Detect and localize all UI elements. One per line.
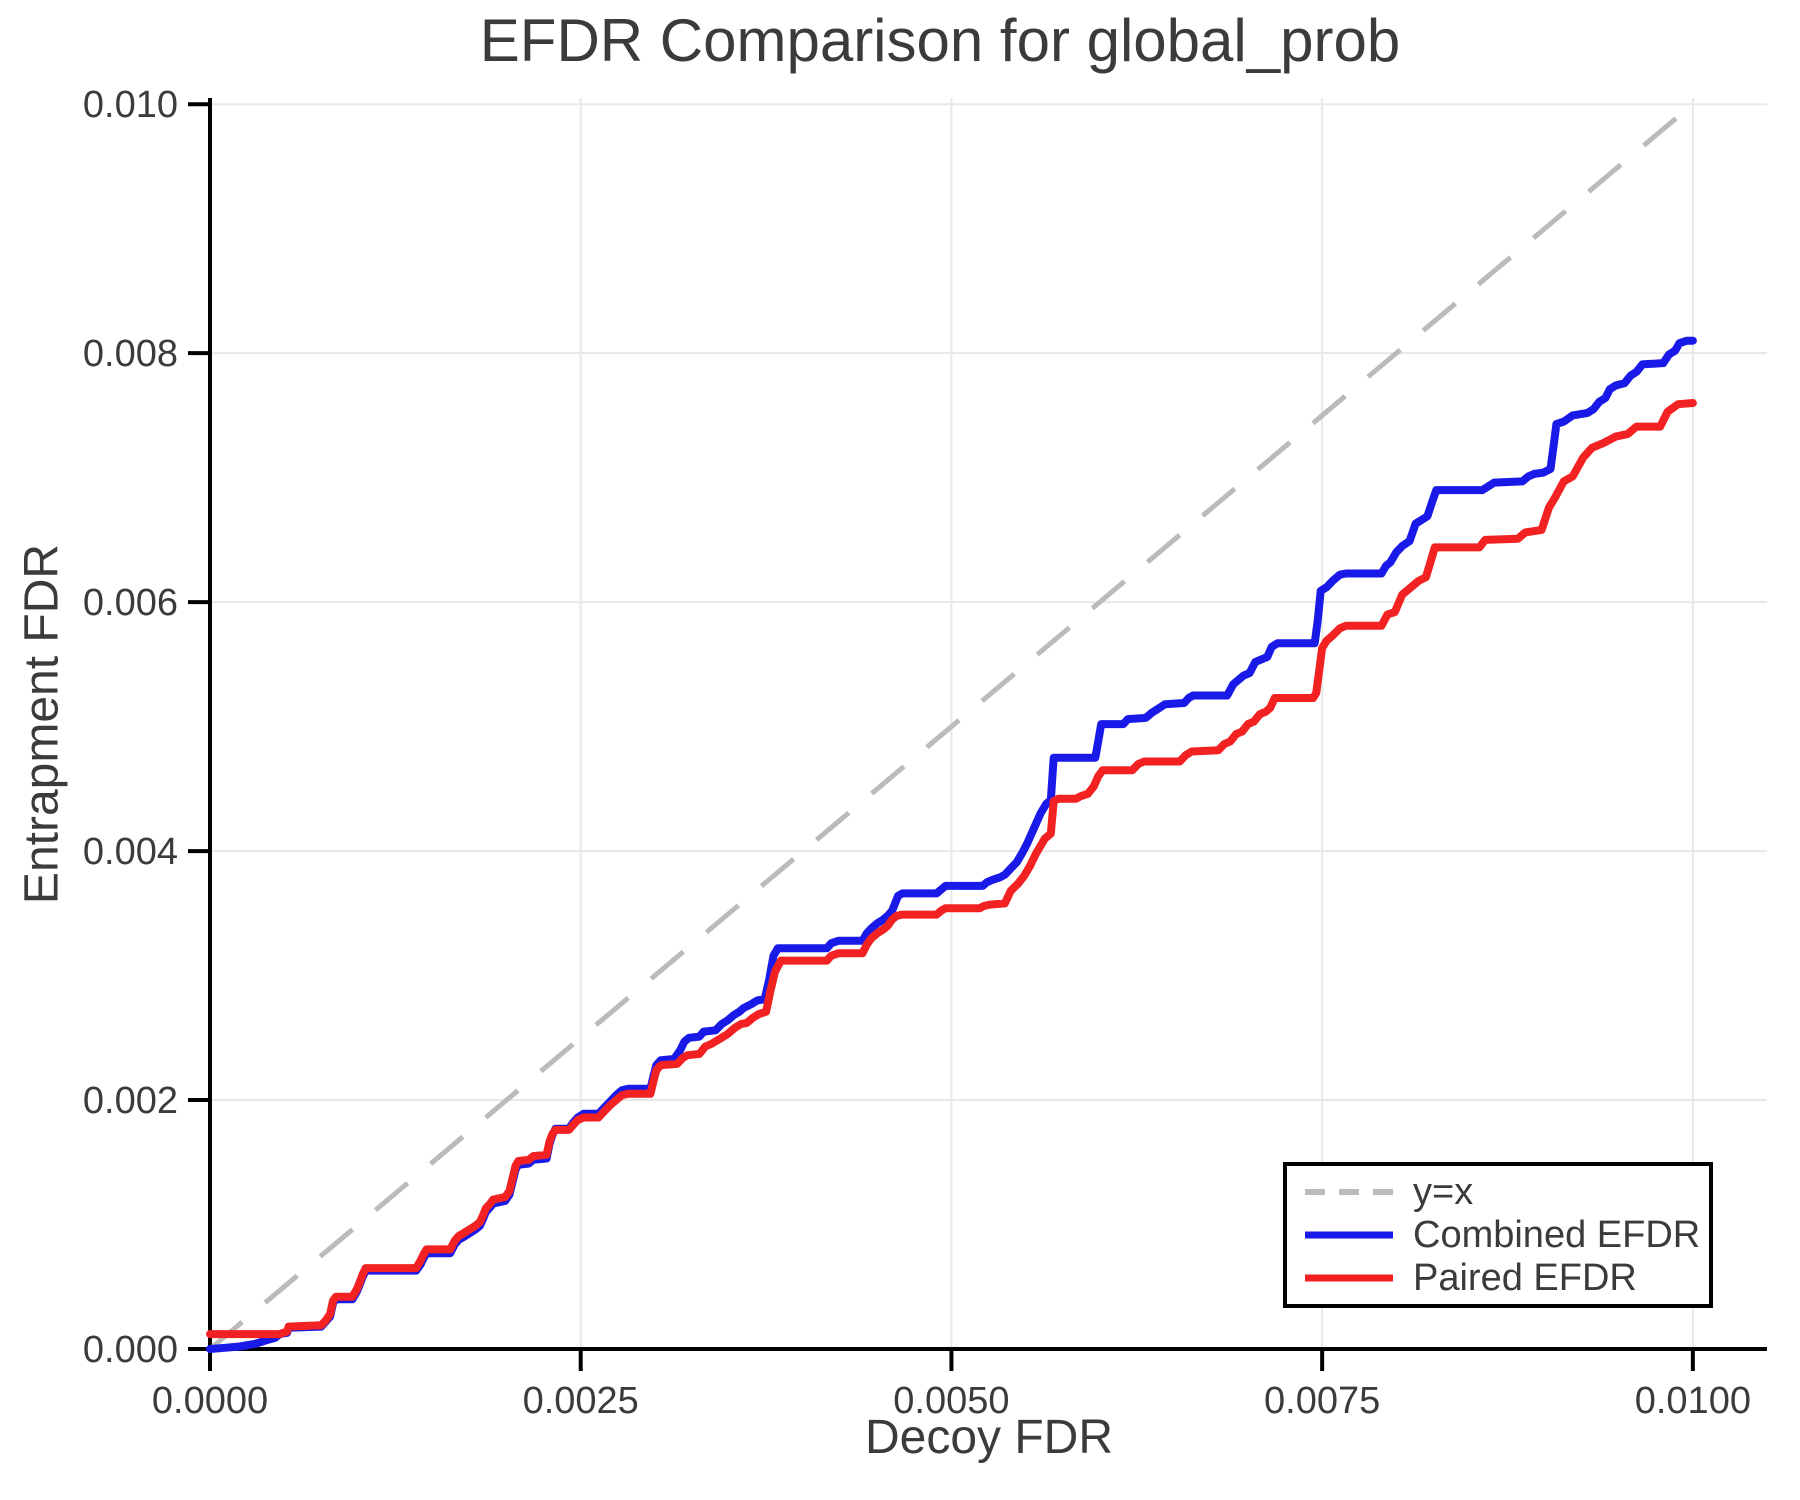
combined-efdr-line-swatch-icon	[1305, 1231, 1393, 1239]
legend-item-combined-efdr: Combined EFDR	[1303, 1214, 1709, 1257]
x-tick-label-0.0100: 0.0100	[1635, 1380, 1751, 1422]
x-tick-label-0.0000: 0.0000	[152, 1380, 268, 1422]
legend-item-paired-efdr: Paired EFDR	[1303, 1257, 1709, 1300]
y-tick-label-0.000: 0.000	[83, 1329, 178, 1371]
y-tick-label-0.010: 0.010	[83, 84, 178, 126]
x-tick-label-0.0075: 0.0075	[1264, 1380, 1380, 1422]
series-line-paired-efdr	[206, 399, 1697, 1339]
legend-label-paired-efdr: Paired EFDR	[1413, 1257, 1637, 1299]
legend: y=x Combined EFDR Paired EFDR	[1283, 1162, 1713, 1308]
y-tick-label-0.006: 0.006	[83, 582, 178, 624]
paired-efdr-line-swatch-icon	[1305, 1274, 1393, 1282]
x-axis-title: Decoy FDR	[864, 1411, 1114, 1464]
y-tick-label-0.004: 0.004	[83, 831, 178, 873]
chart-title: EFDR Comparison for global_prob	[479, 7, 1401, 74]
legend-label-combined-efdr: Combined EFDR	[1413, 1214, 1701, 1256]
y-tick-label-0.002: 0.002	[83, 1080, 178, 1122]
legend-item-identity: y=x	[1303, 1171, 1709, 1214]
y-tick-label-0.008: 0.008	[83, 333, 178, 375]
x-tick-label-0.0025: 0.0025	[523, 1380, 639, 1422]
series-line-y-x	[208, 102, 1695, 1351]
x-tick-label-0.0050: 0.0050	[893, 1380, 1009, 1422]
identity-line-swatch-icon	[1305, 1189, 1393, 1195]
legend-label-identity: y=x	[1413, 1171, 1474, 1213]
